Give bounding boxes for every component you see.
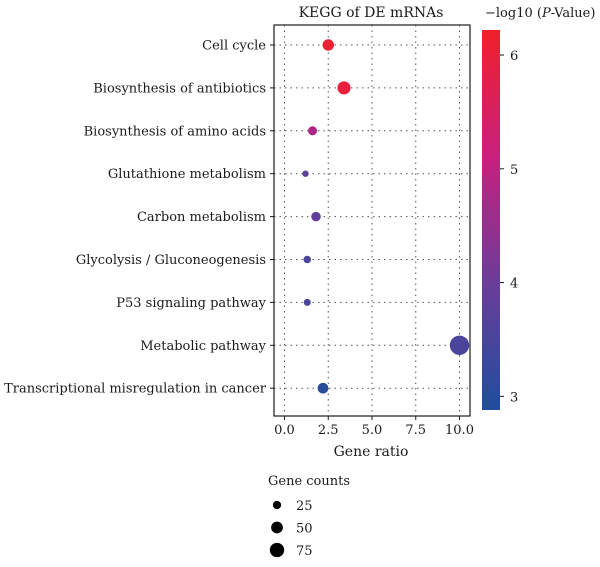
colorbar-title-suffix: -Value): [551, 6, 596, 21]
size-legend-label: 50: [296, 522, 313, 537]
colorbar-title: −log10 (P-Value): [485, 6, 595, 21]
data-point: [307, 126, 318, 136]
size-legend: Gene counts 25 50 75: [268, 474, 350, 559]
colorbar-ticks: 3 4 5 6: [500, 49, 518, 405]
data-point: [302, 170, 309, 177]
colorbar-tick-label: 4: [510, 277, 518, 292]
x-tick-label: 2.5: [318, 423, 339, 438]
y-tick-label: Carbon metabolism: [137, 210, 266, 225]
data-points: [302, 39, 470, 394]
size-legend-circle: [269, 542, 285, 558]
data-point: [337, 81, 351, 95]
y-ticks: Cell cycle Biosynthesis of antibiotics Bio…: [4, 39, 274, 397]
plot-frame: [273, 24, 471, 417]
data-point: [303, 255, 312, 264]
size-legend-circle: [272, 500, 282, 510]
colorbar-gradient: [482, 30, 500, 410]
y-tick-label: P53 signaling pathway: [116, 296, 266, 311]
colorbar-tick-label: 5: [510, 163, 518, 178]
y-tick-label: Glycolysis / Gluconeogenesis: [76, 253, 266, 268]
data-point: [317, 382, 329, 394]
chart-title: KEGG of DE mRNAs: [299, 5, 444, 21]
data-point: [449, 335, 470, 356]
grid-lines: [274, 25, 470, 416]
y-tick-label: Biosynthesis of antibiotics: [93, 81, 266, 96]
data-point: [322, 39, 334, 51]
x-tick-label: 5.0: [362, 423, 383, 438]
size-legend-label: 75: [296, 544, 313, 559]
colorbar-tick-label: 3: [510, 390, 518, 405]
x-tick-label: 0.0: [274, 423, 295, 438]
colorbar-title-italic: P: [541, 6, 551, 21]
size-legend-title: Gene counts: [268, 474, 350, 489]
x-axis-title: Gene ratio: [334, 444, 409, 460]
y-tick-label: Transcriptional misregulation in cancer: [4, 382, 267, 397]
colorbar-tick-label: 6: [510, 49, 518, 64]
size-legend-items: 25 50 75: [269, 499, 313, 559]
colorbar: −log10 (P-Value) 3 4 5 6: [482, 6, 595, 410]
y-tick-label: Metabolic pathway: [140, 339, 266, 354]
data-point: [311, 211, 321, 222]
y-tick-label: Biosynthesis of amino acids: [84, 124, 266, 139]
y-tick-label: Cell cycle: [202, 39, 266, 54]
x-tick-label: 7.5: [405, 423, 426, 438]
x-ticks: 0.0 2.5 5.0 7.5 10.0: [274, 416, 474, 438]
y-tick-label: Glutathione metabolism: [108, 167, 266, 182]
x-tick-label: 10.0: [445, 423, 474, 438]
size-legend-label: 25: [296, 499, 313, 514]
colorbar-title-prefix: −log10 (: [485, 6, 542, 21]
data-point: [303, 298, 311, 306]
size-legend-circle: [271, 521, 283, 534]
